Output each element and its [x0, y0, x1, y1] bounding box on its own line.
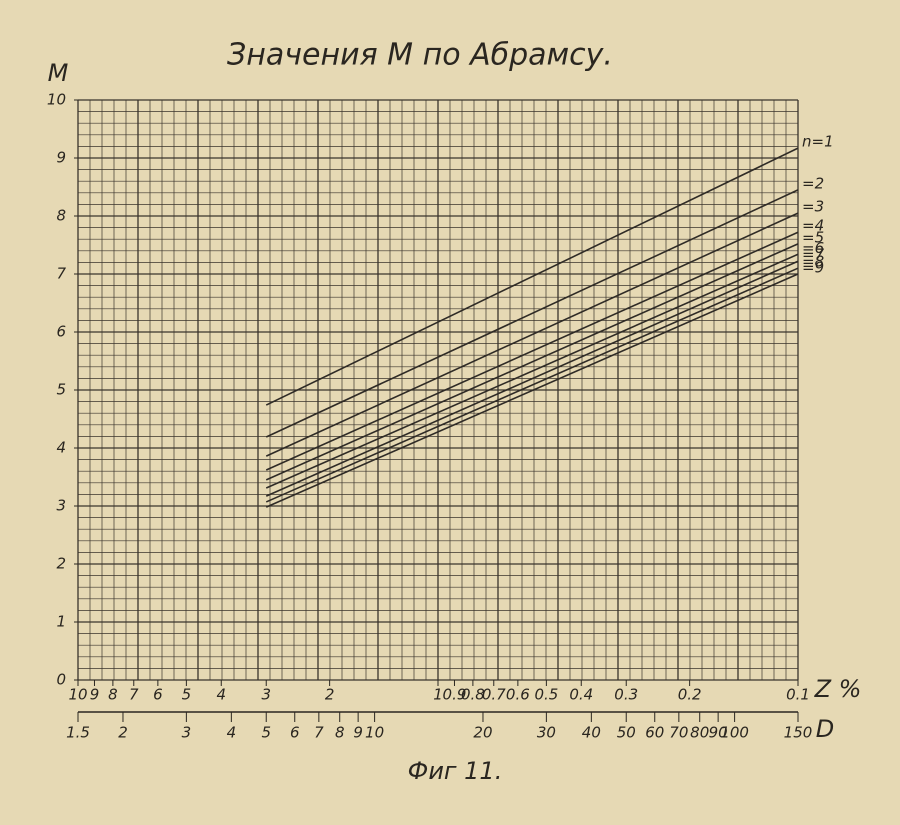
series-label: =5 [802, 228, 824, 246]
x2-tick-label: 150 [784, 724, 813, 742]
chart-title: Значения M по Абрамсу. [227, 38, 613, 73]
series-line [265, 253, 799, 489]
x-tick-label: 0.7 [482, 686, 506, 704]
x-tick-label: 0.9 [443, 686, 467, 704]
y-tick-label: 4 [56, 439, 66, 457]
series-label: =6 [802, 239, 824, 257]
series-label: =9 [802, 259, 824, 277]
x2-tick-label: 6 [290, 724, 300, 742]
y-tick-label: 7 [56, 265, 66, 283]
x-tick-label: 3 [261, 686, 271, 704]
x-tick-label: 5 [182, 686, 192, 704]
x2-tick-label: 50 [617, 724, 636, 742]
x2-tick-label: 2 [118, 724, 128, 742]
x-tick-label: 4 [216, 686, 226, 704]
x-tick-label: 9 [90, 686, 100, 704]
x2-tick-label: 8 [335, 724, 345, 742]
series-label: =8 [802, 253, 824, 271]
x-tick-label: 0.2 [678, 686, 702, 704]
x2-tick-label: 60 [645, 724, 664, 742]
y-axis-label: M [48, 59, 69, 87]
x2-axis-label: D [816, 715, 834, 743]
y-tick-label: 8 [56, 207, 66, 225]
x2-tick-label: 3 [182, 724, 192, 742]
x2-tick-label: 100 [720, 724, 749, 742]
x2-tick-label: 90 [709, 724, 728, 742]
y-tick-label: 3 [56, 497, 66, 515]
series-label: n=1 [802, 133, 834, 151]
series-label: =3 [802, 198, 824, 216]
y-tick-label: 1 [56, 613, 66, 631]
x-tick-label: 2 [325, 686, 335, 704]
x2-tick-label: 7 [314, 724, 324, 742]
x-tick-label: 0.1 [786, 686, 810, 704]
series-line [265, 267, 799, 503]
x-tick-label: 0.8 [461, 686, 485, 704]
x2-tick-label: 4 [227, 724, 237, 742]
caption: Фиг 11. [408, 757, 503, 785]
x-tick-label: 0.6 [506, 686, 530, 704]
series-line [265, 212, 799, 457]
x2-tick-label: 30 [537, 724, 556, 742]
x-tick-label: 0.3 [614, 686, 638, 704]
x-axis-label: Z % [814, 675, 862, 703]
x-tick-label: 1 [433, 686, 443, 704]
series-line [265, 260, 799, 497]
x-tick-label: 7 [129, 686, 139, 704]
y-tick-label: 5 [56, 381, 66, 399]
x2-tick-label: 5 [261, 724, 271, 742]
series-label: =2 [802, 174, 824, 192]
y-tick-label: 10 [47, 91, 66, 109]
series-line [265, 273, 799, 508]
x2-tick-label: 20 [473, 724, 492, 742]
x-tick-label: 6 [153, 686, 163, 704]
series-line [265, 231, 799, 471]
y-tick-label: 6 [56, 323, 66, 341]
x2-tick-label: 9 [353, 724, 363, 742]
series-label: =4 [802, 217, 824, 235]
x-tick-label: 0.4 [569, 686, 593, 704]
y-tick-label: 2 [56, 555, 66, 573]
x-tick-label: 0.5 [534, 686, 558, 704]
series-line [265, 189, 799, 438]
x2-tick-label: 1.5 [66, 724, 90, 742]
x2-tick-label: 70 [669, 724, 688, 742]
y-tick-label: 9 [56, 149, 66, 167]
series-line [265, 243, 799, 481]
x2-tick-label: 40 [582, 724, 601, 742]
x2-tick-label: 10 [365, 724, 384, 742]
y-tick-label: 0 [56, 671, 66, 689]
x-tick-label: 10 [68, 686, 87, 704]
x-tick-label: 8 [108, 686, 118, 704]
series-label: =7 [802, 246, 825, 264]
series-line [265, 147, 799, 406]
x2-tick-label: 80 [690, 724, 709, 742]
